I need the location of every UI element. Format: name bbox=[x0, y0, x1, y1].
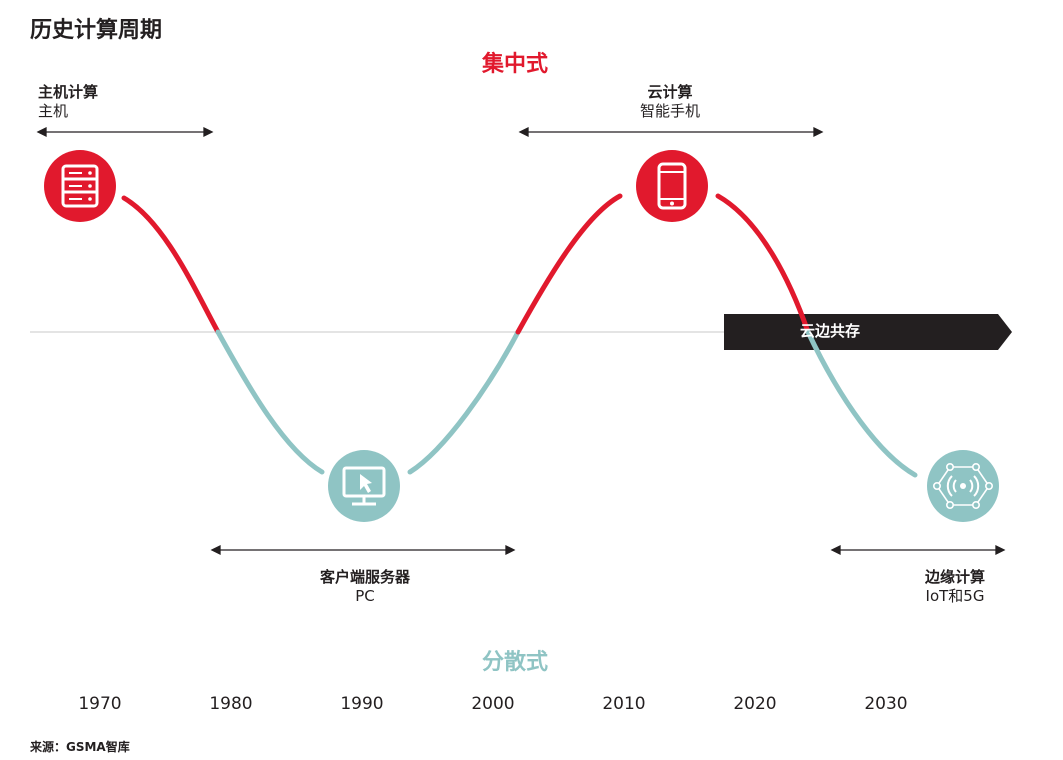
era-mainframe: 主机计算 主机 bbox=[38, 83, 98, 121]
curve-cloud-descent bbox=[715, 193, 811, 335]
era-edge: 边缘计算 IoT和5G bbox=[895, 568, 1015, 606]
year-label: 1980 bbox=[209, 694, 253, 714]
year-label: 2020 bbox=[733, 694, 777, 714]
era-edge-device: IoT和5G bbox=[925, 587, 985, 605]
curve-to-client bbox=[215, 329, 325, 475]
era-edge-name: 边缘计算 bbox=[924, 568, 985, 586]
curve-to-edge bbox=[805, 329, 918, 478]
centralized-label: 集中式 bbox=[481, 52, 548, 77]
coexistence-banner bbox=[724, 314, 1012, 350]
era-client-server: 客户端服务器 PC bbox=[290, 568, 440, 606]
era-mainframe-device: 主机 bbox=[38, 102, 69, 120]
coexistence-label: 云边共存 bbox=[800, 322, 861, 340]
server-icon bbox=[44, 150, 116, 222]
era-cloud-device: 智能手机 bbox=[639, 102, 700, 120]
year-label: 2010 bbox=[602, 694, 646, 714]
era-mainframe-name: 主机计算 bbox=[38, 83, 99, 101]
source-note: 来源：GSMA智库 bbox=[30, 740, 130, 754]
era-cloud: 云计算 智能手机 bbox=[600, 83, 740, 121]
distributed-label: 分散式 bbox=[481, 650, 548, 675]
iot-network-icon bbox=[927, 450, 999, 522]
span-arrow-edge bbox=[830, 544, 1006, 556]
year-label: 1970 bbox=[78, 694, 122, 714]
era-client-server-name: 客户端服务器 bbox=[319, 568, 410, 586]
monitor-cursor-icon bbox=[328, 450, 400, 522]
page-title: 历史计算周期 bbox=[30, 18, 163, 43]
span-arrow-client bbox=[210, 544, 516, 556]
curve-client-ascent bbox=[407, 329, 521, 475]
span-arrow-cloud bbox=[518, 126, 824, 138]
span-arrow-mainframe bbox=[36, 126, 214, 138]
curve-mainframe-descent bbox=[121, 195, 221, 335]
year-label: 2000 bbox=[471, 694, 515, 714]
year-label: 2030 bbox=[864, 694, 908, 714]
era-client-server-device: PC bbox=[355, 587, 375, 605]
smartphone-icon bbox=[636, 150, 708, 222]
year-label: 1990 bbox=[340, 694, 384, 714]
curve-to-cloud bbox=[515, 193, 623, 335]
era-cloud-name: 云计算 bbox=[647, 83, 693, 101]
